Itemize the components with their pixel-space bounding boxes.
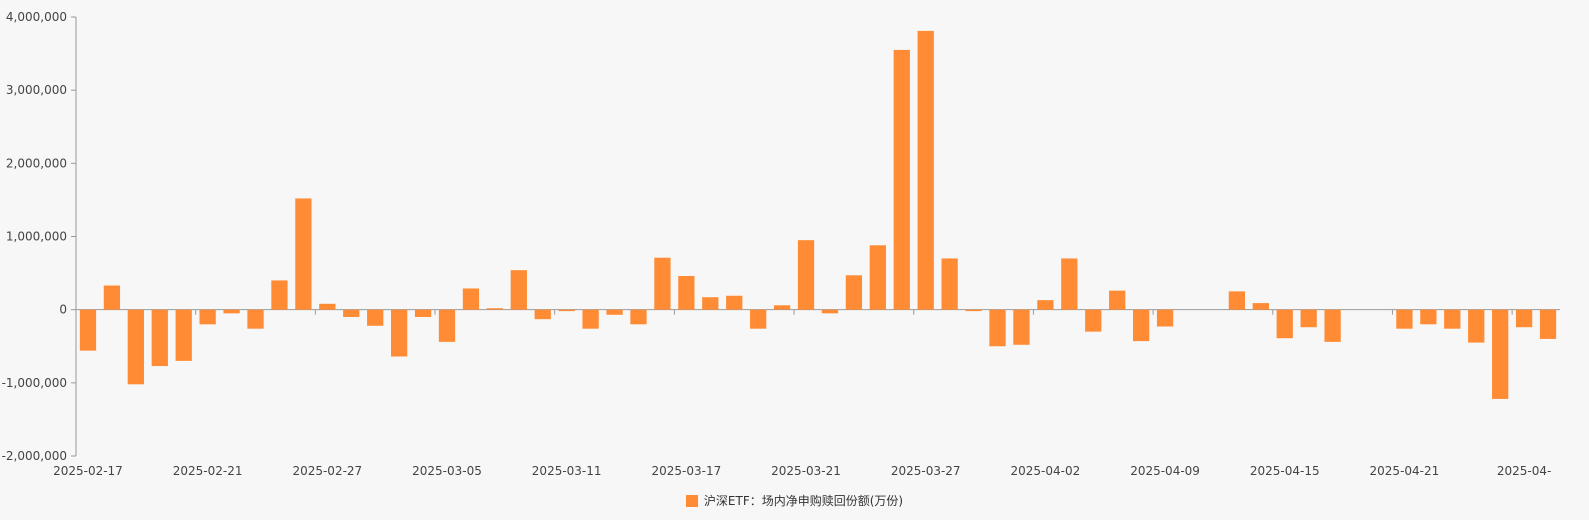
bars-layer: [79, 30, 1557, 399]
bar: [223, 309, 240, 314]
y-tick-label: 0: [59, 303, 67, 317]
x-tick-label: 2025-02-21: [173, 464, 243, 478]
x-tick-label: 2025-03-05: [412, 464, 482, 478]
bar: [103, 285, 121, 310]
bar: [1515, 309, 1533, 328]
bar: [534, 309, 551, 320]
x-tick-label: 2025-02-27: [292, 464, 362, 478]
bar: [1085, 309, 1102, 332]
labels-layer: 4,000,000 3,000,000 2,000,000 1,000,000 0 -1,…: [2, 10, 1552, 478]
legend-swatch: [685, 494, 698, 507]
y-tick-label: 3,000,000: [6, 83, 67, 97]
bar: [1300, 309, 1317, 328]
bar: [151, 309, 168, 367]
bar-chart: 4,000,000 3,000,000 2,000,000 1,000,000 0 -1,…: [2, 10, 1560, 478]
bar: [893, 49, 910, 310]
bar: [79, 309, 97, 351]
bar: [1037, 300, 1054, 310]
bar: [1276, 309, 1293, 339]
legend-label: 沪深ETF：场内净申购赎回份额(万份): [703, 494, 904, 508]
bar: [199, 309, 216, 325]
bar: [127, 309, 144, 385]
bar: [702, 297, 719, 310]
bar: [821, 309, 839, 314]
x-tick-label: 2025-02-17: [53, 464, 123, 478]
x-tick-label: 2025-03-27: [891, 464, 961, 478]
bar: [630, 309, 647, 325]
bar: [319, 303, 336, 310]
bar: [941, 258, 958, 310]
bar: [1252, 303, 1269, 310]
x-tick-label: 2025-04-21: [1370, 464, 1440, 478]
bar: [1109, 290, 1126, 310]
x-tick-label: 2025-04-02: [1011, 464, 1081, 478]
x-tick-label: 2025-03-17: [651, 464, 721, 478]
y-tick-label: -2,000,000: [2, 449, 67, 463]
bar: [1324, 309, 1341, 342]
bar: [1539, 309, 1557, 339]
bar: [1013, 309, 1030, 345]
bar: [343, 309, 360, 317]
y-tick-label: 1,000,000: [6, 230, 67, 244]
bar: [510, 270, 527, 310]
bar: [414, 309, 432, 317]
bar: [917, 30, 934, 310]
bar: [654, 257, 671, 310]
y-tick-label: -1,000,000: [2, 376, 67, 390]
bar: [726, 295, 743, 310]
bar: [582, 309, 599, 329]
y-tick-label: 4,000,000: [6, 10, 67, 24]
bar: [797, 240, 815, 310]
bar: [1132, 309, 1150, 342]
bar: [247, 309, 264, 329]
bar: [1420, 309, 1437, 325]
bar: [462, 288, 480, 310]
bar: [558, 309, 575, 312]
bar: [869, 245, 886, 310]
bar: [175, 309, 192, 361]
bar: [678, 276, 695, 310]
bar: [773, 305, 791, 310]
bar: [295, 198, 312, 310]
x-tick-label: 2025-04-: [1497, 464, 1551, 478]
bar: [965, 309, 982, 312]
bar: [367, 309, 384, 326]
bar: [606, 309, 623, 315]
bar: [1468, 309, 1485, 343]
bar: [390, 309, 408, 357]
x-tick-label: 2025-03-21: [771, 464, 841, 478]
bar: [1061, 258, 1078, 310]
axes-layer: [71, 16, 1560, 457]
bar: [750, 309, 767, 329]
bar: [989, 309, 1006, 347]
bar: [438, 309, 456, 342]
legend[interactable]: 沪深ETF：场内净申购赎回份额(万份): [0, 492, 1589, 509]
bar: [1396, 309, 1413, 329]
x-tick-label: 2025-03-11: [532, 464, 602, 478]
bar: [1444, 309, 1461, 329]
bar: [271, 280, 288, 310]
x-tick-label: 2025-04-15: [1250, 464, 1320, 478]
bar: [486, 308, 504, 310]
y-tick-label: 2,000,000: [6, 156, 67, 170]
bar: [1228, 291, 1246, 310]
bar: [1156, 309, 1174, 327]
bar: [845, 275, 863, 310]
x-tick-label: 2025-04-09: [1130, 464, 1200, 478]
bar: [1492, 309, 1509, 399]
